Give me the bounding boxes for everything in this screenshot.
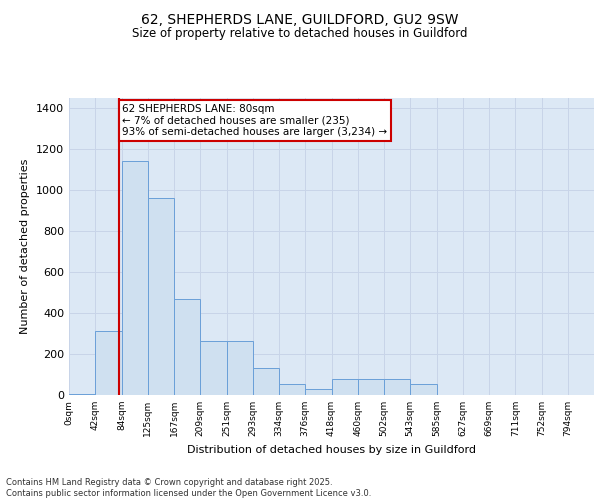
Bar: [200, 340, 227, 395]
Bar: [331, 378, 358, 395]
Bar: [384, 378, 410, 395]
Bar: [148, 198, 174, 395]
Bar: [253, 368, 279, 395]
Bar: [121, 161, 148, 395]
Text: Contains HM Land Registry data © Crown copyright and database right 2025.
Contai: Contains HM Land Registry data © Crown c…: [6, 478, 371, 498]
Bar: [227, 340, 253, 395]
Bar: [174, 298, 200, 395]
Bar: [279, 384, 305, 395]
Text: 62 SHEPHERDS LANE: 80sqm
← 7% of detached houses are smaller (235)
93% of semi-d: 62 SHEPHERDS LANE: 80sqm ← 7% of detache…: [122, 104, 387, 137]
Text: 62, SHEPHERDS LANE, GUILDFORD, GU2 9SW: 62, SHEPHERDS LANE, GUILDFORD, GU2 9SW: [141, 12, 459, 26]
Bar: [69, 394, 95, 395]
X-axis label: Distribution of detached houses by size in Guildford: Distribution of detached houses by size …: [187, 444, 476, 454]
Y-axis label: Number of detached properties: Number of detached properties: [20, 158, 31, 334]
Text: Size of property relative to detached houses in Guildford: Size of property relative to detached ho…: [132, 28, 468, 40]
Bar: [358, 378, 384, 395]
Bar: [410, 384, 437, 395]
Bar: [305, 389, 331, 395]
Bar: [95, 332, 121, 395]
